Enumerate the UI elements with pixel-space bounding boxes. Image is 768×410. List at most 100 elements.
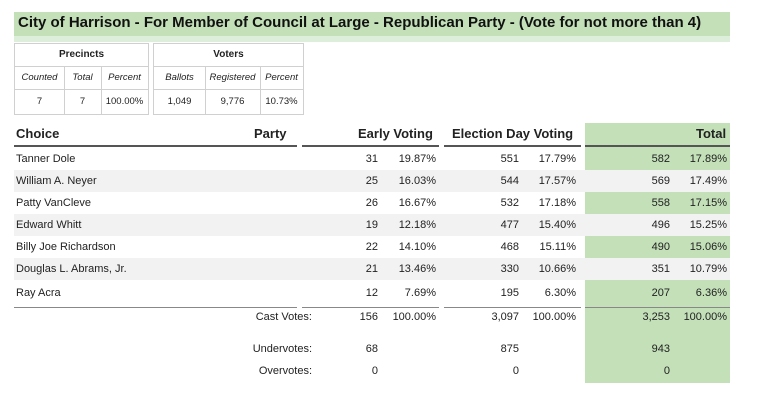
total-percent: 15.25% xyxy=(689,219,727,231)
election-day-percent: 15.40% xyxy=(538,219,576,231)
election-day-votes: 544 xyxy=(500,175,519,187)
candidate-name: Patty VanCleve xyxy=(16,197,92,209)
early-votes: 68 xyxy=(365,343,378,355)
election-day-percent: 6.30% xyxy=(544,287,576,299)
divider xyxy=(205,66,206,114)
total-votes: 569 xyxy=(651,175,670,187)
election-day-percent: 10.66% xyxy=(538,263,576,275)
total-percent: 6.36% xyxy=(695,287,727,299)
early-votes: 21 xyxy=(365,263,378,275)
total-percent: 10.79% xyxy=(689,263,727,275)
divider xyxy=(444,307,581,308)
divider xyxy=(101,66,102,114)
table-row: Billy Joe Richardson 22 14.10% 468 15.11… xyxy=(14,236,730,258)
table-row: Ray Acra 12 7.69% 195 6.30% 207 6.36% xyxy=(14,282,730,304)
early-percent: 13.46% xyxy=(398,263,436,275)
early-percent: 19.87% xyxy=(398,153,436,165)
title-band xyxy=(14,36,730,42)
divider xyxy=(585,307,730,308)
total-votes: 496 xyxy=(651,219,670,231)
total-percent: 17.89% xyxy=(689,153,727,165)
voters-percent-label: Percent xyxy=(260,66,303,90)
election-day-column-header: Election Day Voting xyxy=(452,126,574,141)
voters-registered-label: Registered xyxy=(205,66,260,90)
precincts-total-value: 7 xyxy=(79,96,86,107)
table-row: Edward Whitt 19 12.18% 477 15.40% 496 15… xyxy=(14,214,730,236)
precincts-counted-value: 7 xyxy=(36,96,43,107)
election-day-percent: 17.79% xyxy=(538,153,576,165)
election-day-votes: 0 xyxy=(512,365,519,377)
early-votes: 31 xyxy=(365,153,378,165)
early-votes: 26 xyxy=(365,197,378,209)
table-row: William A. Neyer 25 16.03% 544 17.57% 56… xyxy=(14,170,730,192)
precincts-header: Precincts xyxy=(15,44,148,67)
cast-votes-row: Cast Votes: 156 100.00% 3,097 100.00% 3,… xyxy=(14,306,730,328)
voters-box: Voters Ballots Registered Percent 1,049 … xyxy=(153,43,304,115)
voters-percent-value: 10.73% xyxy=(265,96,298,107)
total-votes: 351 xyxy=(651,263,670,275)
early-percent: 16.03% xyxy=(398,175,436,187)
precincts-total-label: Total xyxy=(64,66,101,90)
candidate-name: Tanner Dole xyxy=(16,153,76,165)
voters-ballots-value: 1,049 xyxy=(167,96,192,107)
header-underline xyxy=(444,145,581,147)
total-column-highlight xyxy=(585,123,730,383)
cast-votes-label: Cast Votes: xyxy=(255,311,312,323)
total-votes: 490 xyxy=(651,241,670,253)
overvotes-label: Overvotes: xyxy=(258,365,312,377)
early-percent: 14.10% xyxy=(398,241,436,253)
divider xyxy=(64,66,65,114)
candidate-name: Edward Whitt xyxy=(16,219,82,231)
overvotes-row: Overvotes: 0 0 0 xyxy=(14,360,730,382)
early-percent: 7.69% xyxy=(404,287,436,299)
early-voting-column-header: Early Voting xyxy=(358,126,433,141)
early-votes: 19 xyxy=(365,219,378,231)
voters-ballots-label: Ballots xyxy=(154,66,205,90)
total-votes: 3,253 xyxy=(642,311,670,323)
election-day-votes: 551 xyxy=(500,153,519,165)
election-day-votes: 330 xyxy=(500,263,519,275)
contest-title-bar: City of Harrison - For Member of Council… xyxy=(14,12,730,36)
total-percent: 15.06% xyxy=(689,241,727,253)
divider xyxy=(14,307,297,308)
choice-column-header: Choice xyxy=(16,126,60,141)
table-row: Douglas L. Abrams, Jr. 21 13.46% 330 10.… xyxy=(14,258,730,280)
precincts-percent-label: Percent xyxy=(101,66,148,90)
total-votes: 558 xyxy=(651,197,670,209)
election-day-percent: 17.18% xyxy=(538,197,576,209)
voters-header: Voters xyxy=(154,44,303,67)
total-votes: 582 xyxy=(651,153,670,165)
precincts-counted-label: Counted xyxy=(15,66,64,90)
early-votes: 12 xyxy=(365,287,378,299)
early-votes: 22 xyxy=(365,241,378,253)
early-percent: 100.00% xyxy=(392,311,436,323)
candidate-name: William A. Neyer xyxy=(16,175,97,187)
total-percent: 17.15% xyxy=(689,197,727,209)
undervotes-row: Undervotes: 68 875 943 xyxy=(14,338,730,360)
election-day-percent: 17.57% xyxy=(538,175,576,187)
early-percent: 16.67% xyxy=(398,197,436,209)
header-underline xyxy=(302,145,439,147)
election-day-percent: 100.00% xyxy=(532,311,576,323)
undervotes-label: Undervotes: xyxy=(252,343,312,355)
total-votes: 943 xyxy=(651,343,670,355)
precincts-box: Precincts Counted Total Percent 7 7 100.… xyxy=(14,43,149,115)
contest-title: City of Harrison - For Member of Council… xyxy=(18,14,702,31)
election-day-votes: 468 xyxy=(500,241,519,253)
header-underline xyxy=(14,145,297,147)
header-underline xyxy=(585,145,730,147)
divider xyxy=(302,307,439,308)
precincts-percent-value: 100.00% xyxy=(105,96,144,107)
election-day-votes: 3,097 xyxy=(491,311,519,323)
election-day-votes: 477 xyxy=(500,219,519,231)
total-votes: 207 xyxy=(651,287,670,299)
table-row: Patty VanCleve 26 16.67% 532 17.18% 558 … xyxy=(14,192,730,214)
table-row: Tanner Dole 31 19.87% 551 17.79% 582 17.… xyxy=(14,148,730,170)
early-votes: 156 xyxy=(359,311,378,323)
total-percent: 100.00% xyxy=(683,311,727,323)
candidate-name: Ray Acra xyxy=(16,287,61,299)
early-percent: 12.18% xyxy=(398,219,436,231)
candidate-name: Billy Joe Richardson xyxy=(16,241,116,253)
election-day-votes: 875 xyxy=(500,343,519,355)
election-day-votes: 532 xyxy=(500,197,519,209)
